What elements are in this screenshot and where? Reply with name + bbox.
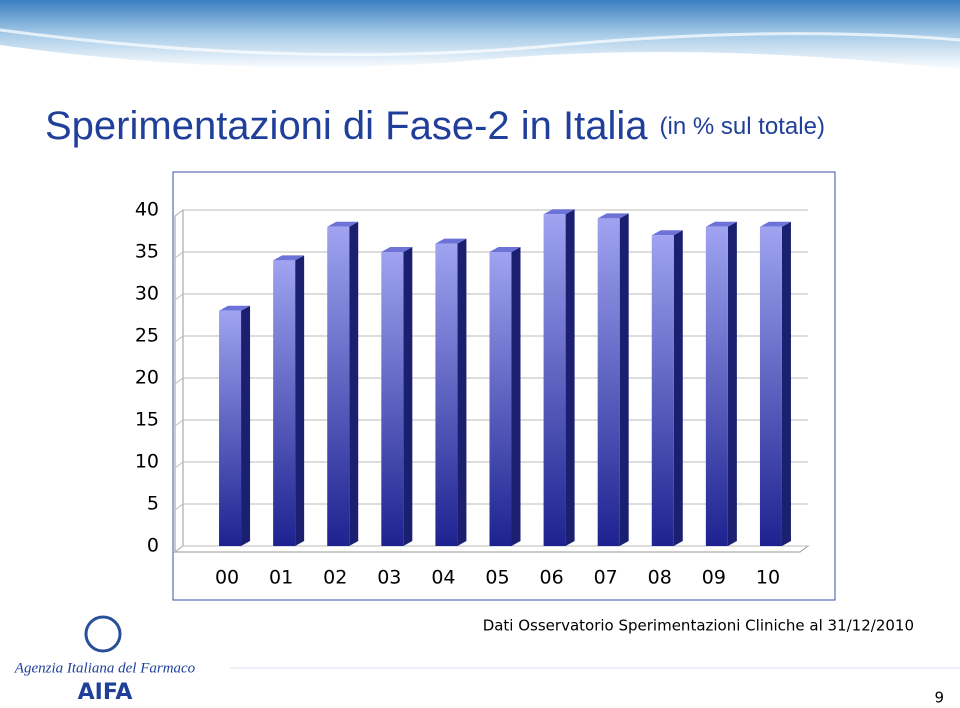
- bar-top: [543, 209, 575, 215]
- grid-line-diag: [174, 377, 184, 385]
- floor: [173, 545, 810, 553]
- bar: [705, 226, 728, 547]
- y-tick-label: 40: [135, 199, 159, 221]
- bar-top: [327, 221, 359, 227]
- bar-top: [651, 230, 683, 236]
- y-tick-label: 10: [135, 451, 159, 473]
- grid-line-diag: [174, 419, 184, 427]
- y-tick-label: 20: [135, 367, 159, 389]
- bar-side: [727, 221, 737, 547]
- bar-side: [511, 247, 521, 546]
- bar: [273, 260, 296, 546]
- bar: [435, 243, 458, 546]
- x-tick-label: 02: [323, 567, 347, 589]
- bar-side: [673, 230, 683, 546]
- bar: [327, 226, 350, 547]
- bar: [543, 214, 566, 546]
- page-number: 9: [934, 689, 944, 707]
- x-tick-label: 06: [539, 567, 563, 589]
- bar: [489, 252, 512, 546]
- emblem: [84, 615, 122, 653]
- x-tick-label: 04: [431, 567, 455, 589]
- bar-side: [619, 213, 629, 546]
- x-tick-label: 03: [377, 567, 401, 589]
- x-tick-label: 09: [702, 567, 726, 589]
- bar-side: [241, 305, 251, 546]
- bar: [219, 310, 242, 546]
- y-tick-label: 30: [135, 283, 159, 305]
- grid-line-diag: [174, 335, 184, 343]
- bar-top: [705, 221, 737, 227]
- bar-side: [295, 255, 305, 546]
- bar-top: [381, 247, 413, 252]
- bar-top: [219, 305, 251, 311]
- grid-line-diag: [174, 293, 184, 301]
- bar-top: [489, 247, 521, 252]
- bar-side: [565, 209, 575, 546]
- bar: [381, 252, 404, 546]
- y-tick-label: 35: [135, 241, 159, 263]
- bar-side: [781, 221, 791, 547]
- x-tick-label: 05: [485, 567, 509, 589]
- logo-text: AIFA: [78, 680, 133, 705]
- grid-line-diag: [174, 503, 184, 511]
- grid-line-diag: [174, 251, 184, 259]
- bar-side: [457, 238, 467, 546]
- grid-line-diag: [174, 545, 184, 553]
- grid-line-diag: [174, 209, 184, 217]
- bar-top: [273, 255, 305, 261]
- header-wave: [0, 28, 960, 57]
- bar-side: [403, 247, 413, 546]
- bar: [597, 218, 620, 546]
- x-tick-label: 00: [215, 567, 239, 589]
- x-tick-label: 10: [756, 567, 780, 589]
- y-tick-label: 15: [135, 409, 159, 431]
- x-tick-label: 07: [594, 567, 618, 589]
- bar-top: [435, 238, 467, 244]
- x-tick-label: 01: [269, 567, 293, 589]
- bar: [759, 226, 782, 547]
- y-tick-label: 25: [135, 325, 159, 347]
- y-tick-label: 5: [147, 493, 159, 515]
- bar-side: [349, 221, 359, 547]
- y-tick-label: 0: [147, 535, 159, 557]
- title: Sperimentazioni di Fase-2 in Italia (in %…: [45, 104, 825, 148]
- grid-line-diag: [174, 461, 184, 469]
- source-note: Dati Osservatorio Sperimentazioni Clinic…: [483, 617, 914, 635]
- bar: [651, 235, 674, 546]
- bar-top: [597, 213, 629, 219]
- x-tick-label: 08: [648, 567, 672, 589]
- bar-top: [759, 221, 791, 227]
- agency-name: Agenzia Italiana del Farmaco: [14, 660, 196, 676]
